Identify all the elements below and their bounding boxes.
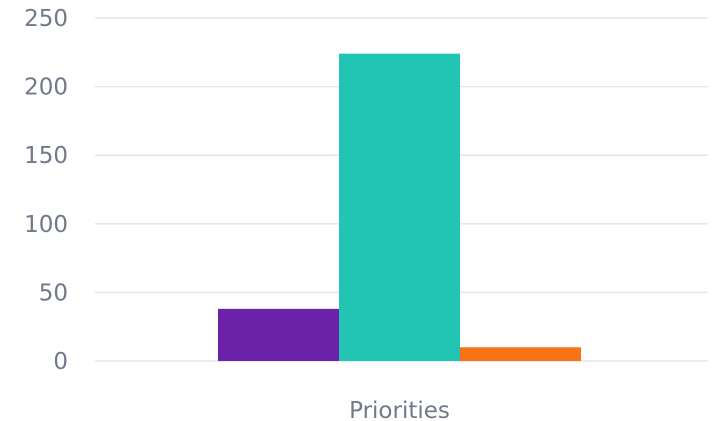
y-tick-label-50: 50 — [39, 280, 68, 306]
bars — [218, 53, 581, 362]
x-tick-label-0: Priorities — [349, 398, 450, 421]
y-tick-label-150: 150 — [24, 143, 68, 169]
y-tick-label-0: 0 — [53, 349, 68, 375]
y-axis-labels: 0 50 100 150 200 250 — [24, 6, 68, 375]
bar-series-1-priorities — [218, 308, 339, 361]
bar-series-3-priorities — [460, 347, 581, 361]
y-tick-label-100: 100 — [24, 212, 68, 238]
bar-series-2-priorities — [339, 53, 460, 362]
x-axis-labels: Priorities — [349, 398, 450, 421]
y-tick-label-250: 250 — [24, 6, 68, 32]
y-tick-label-200: 200 — [24, 75, 68, 101]
